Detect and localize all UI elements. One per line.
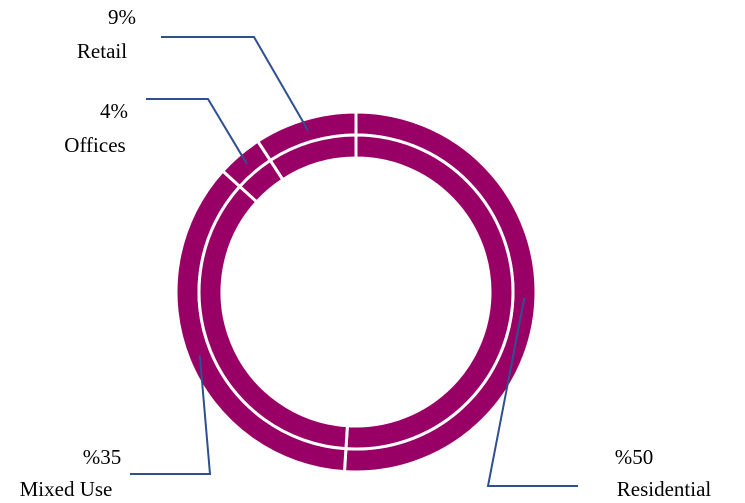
label-retail-value: 9%	[108, 5, 136, 29]
label-retail-category: Retail	[77, 39, 127, 63]
label-residential-value: %50	[615, 445, 654, 469]
slice-retail-inner-ring	[268, 133, 358, 182]
leader-lines	[130, 36, 578, 487]
leader-line-retail	[161, 36, 309, 131]
label-mixed-use-category: Mixed Use	[20, 477, 113, 501]
leader-line-mixed-use	[130, 355, 212, 475]
leader-line-offices	[146, 98, 248, 165]
label-residential-category: Residential	[617, 477, 712, 501]
donut-rings	[174, 110, 538, 474]
label-mixed-use-value: %35	[83, 445, 122, 469]
label-offices-category: Offices	[64, 133, 125, 157]
label-offices-value: 4%	[100, 99, 128, 123]
leader-line-residential	[486, 297, 578, 487]
